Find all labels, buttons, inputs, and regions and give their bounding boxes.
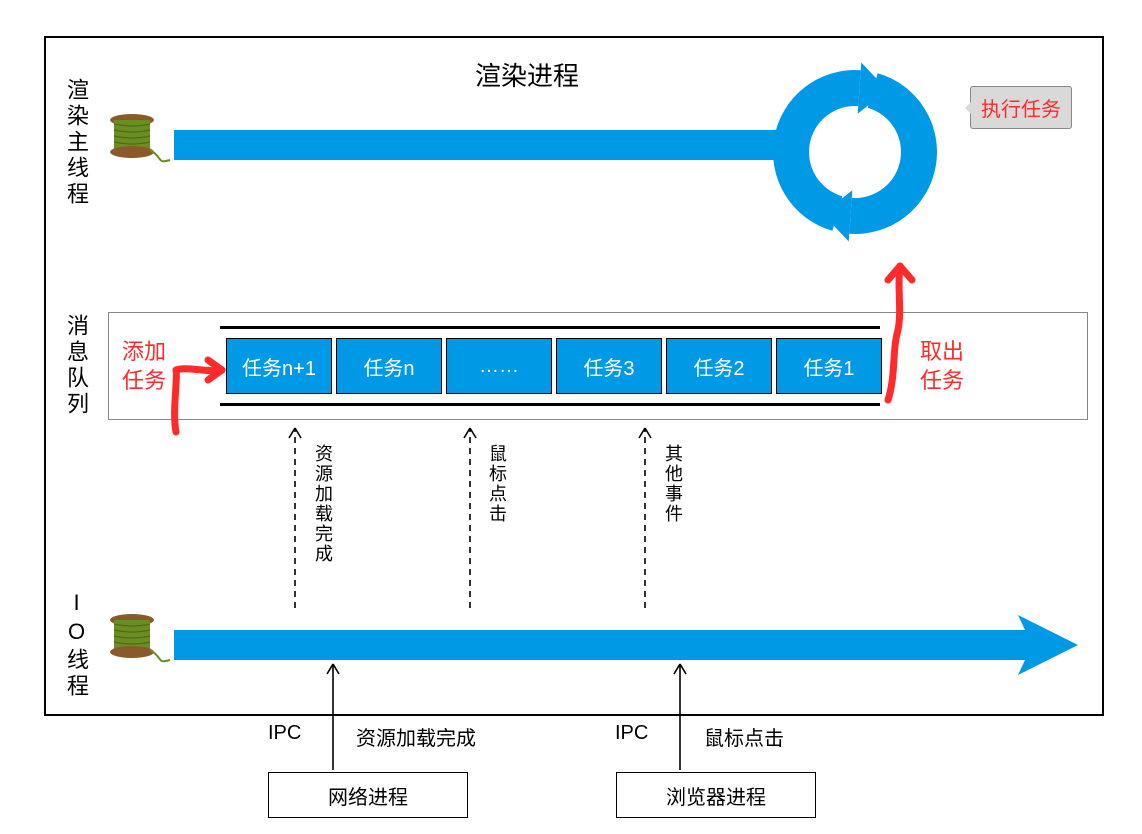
- ipc-label: IPC: [615, 722, 648, 745]
- event-label: 鼠标点击: [484, 444, 510, 524]
- process-box: 网络进程: [268, 772, 468, 818]
- ipc-event-label: 鼠标点击: [704, 722, 784, 751]
- thin-arrows: [0, 0, 1142, 834]
- ipc-event-label: 资源加载完成: [356, 722, 476, 751]
- process-box: 浏览器进程: [616, 772, 816, 818]
- ipc-label: IPC: [268, 722, 301, 745]
- event-label: 其他事件: [660, 444, 686, 524]
- event-label: 资源加载完成: [310, 444, 336, 564]
